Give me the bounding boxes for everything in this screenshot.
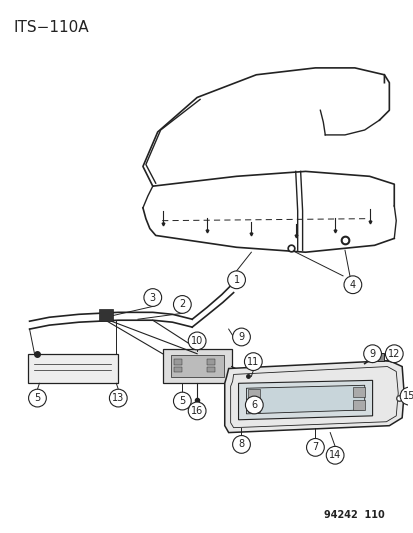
- Text: 16: 16: [190, 406, 203, 416]
- Text: 14: 14: [328, 450, 340, 461]
- Circle shape: [399, 387, 413, 405]
- Circle shape: [144, 289, 161, 306]
- Polygon shape: [352, 400, 364, 410]
- Text: 8: 8: [238, 439, 244, 449]
- Circle shape: [232, 328, 250, 346]
- Text: 5: 5: [179, 396, 185, 406]
- Polygon shape: [224, 361, 403, 433]
- Polygon shape: [248, 389, 260, 399]
- Polygon shape: [174, 359, 182, 365]
- Polygon shape: [206, 359, 214, 365]
- Text: 12: 12: [387, 349, 399, 359]
- Circle shape: [227, 271, 245, 289]
- Circle shape: [188, 332, 206, 350]
- Circle shape: [325, 447, 343, 464]
- Polygon shape: [246, 385, 364, 414]
- Polygon shape: [372, 353, 384, 361]
- Polygon shape: [162, 349, 231, 383]
- Text: 15: 15: [402, 391, 413, 401]
- Polygon shape: [352, 387, 364, 397]
- Circle shape: [109, 389, 127, 407]
- Circle shape: [385, 345, 402, 362]
- Circle shape: [173, 296, 191, 313]
- Polygon shape: [174, 367, 182, 373]
- Text: 10: 10: [190, 336, 203, 346]
- Text: 13: 13: [112, 393, 124, 403]
- Text: 9: 9: [369, 349, 375, 359]
- Circle shape: [232, 435, 250, 453]
- Polygon shape: [170, 355, 223, 377]
- Text: 4: 4: [349, 280, 355, 290]
- Text: 94242  110: 94242 110: [324, 510, 384, 520]
- Circle shape: [245, 396, 263, 414]
- Text: 11: 11: [247, 357, 259, 367]
- Circle shape: [28, 389, 46, 407]
- Text: 1: 1: [233, 275, 239, 285]
- Polygon shape: [28, 354, 118, 383]
- Circle shape: [188, 402, 206, 420]
- Text: 2: 2: [179, 300, 185, 310]
- Polygon shape: [206, 367, 214, 373]
- Circle shape: [306, 439, 323, 456]
- Text: 6: 6: [251, 400, 257, 410]
- Text: 3: 3: [150, 293, 155, 303]
- Circle shape: [244, 353, 261, 370]
- Circle shape: [343, 276, 361, 294]
- Polygon shape: [98, 309, 113, 321]
- Text: 9: 9: [238, 332, 244, 342]
- Text: ITS−110A: ITS−110A: [14, 20, 89, 35]
- Text: 5: 5: [34, 393, 40, 403]
- Text: 7: 7: [311, 442, 318, 453]
- Circle shape: [173, 392, 191, 410]
- Polygon shape: [238, 381, 372, 420]
- Circle shape: [363, 345, 380, 362]
- Polygon shape: [248, 402, 260, 412]
